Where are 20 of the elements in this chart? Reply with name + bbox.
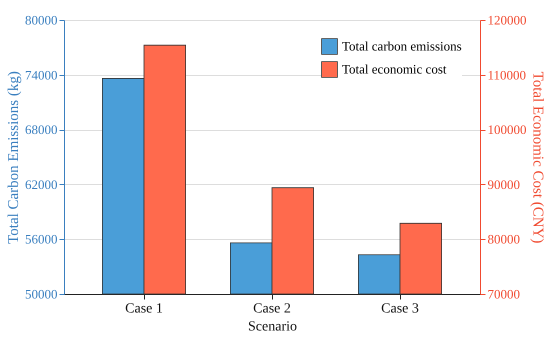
y2-tick-label: 100000 [488, 122, 526, 138]
y-tick-label: 74000 [25, 67, 58, 82]
x-tick-label: Case 1 [125, 302, 163, 316]
y2-tick-label: 90000 [488, 176, 520, 192]
y-tick-label: 62000 [25, 176, 58, 192]
x-axis-title: Scenario [248, 320, 297, 334]
y-tick-label: 80000 [25, 12, 58, 28]
legend-label: Total economic cost [342, 62, 447, 76]
y-axis-title: Total Carbon Emissions (kg) [6, 71, 22, 244]
y2-tick-label: 110000 [488, 67, 526, 82]
y-tick-label: 68000 [25, 122, 58, 138]
x-tick-label: Case 3 [381, 302, 419, 316]
legend-label: Total carbon emissions [342, 38, 462, 54]
y2-tick-label: 80000 [488, 232, 520, 247]
y2-tick-label: 120000 [488, 12, 526, 28]
y-tick-label: 56000 [25, 232, 58, 247]
y-tick-label: 50000 [25, 286, 58, 302]
y2-tick-label: 70000 [488, 286, 520, 302]
y2-axis-title: Total Economic Cost (CNY) [530, 72, 546, 244]
x-tick-label: Case 2 [253, 302, 291, 316]
